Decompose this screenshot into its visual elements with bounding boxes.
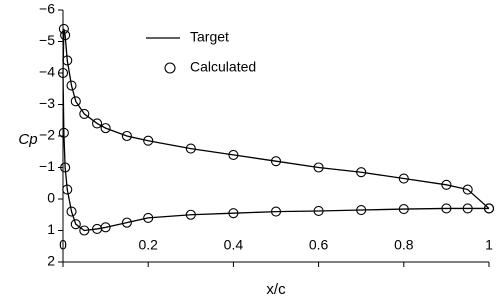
- data-point: [441, 203, 452, 214]
- data-point: [398, 173, 409, 184]
- data-point: [58, 23, 69, 34]
- data-point: [441, 179, 452, 190]
- data-point: [143, 212, 154, 223]
- x-tick-label: 0: [59, 237, 67, 253]
- y-axis-label: Cp: [18, 131, 37, 148]
- data-point: [270, 206, 282, 217]
- y-tick-label: 1: [47, 221, 55, 237]
- x-tick-label: 0.4: [224, 237, 244, 253]
- y-tick-label: 2: [47, 253, 55, 269]
- data-point: [70, 219, 81, 230]
- data-point: [398, 204, 409, 215]
- y-tick-label: −6: [39, 1, 55, 17]
- data-point: [356, 204, 367, 216]
- data-point: [60, 30, 71, 41]
- y-tick-label: −1: [39, 158, 55, 174]
- legend-swatch: [164, 62, 176, 74]
- data-point: [483, 203, 495, 214]
- legend-label: Target: [190, 29, 229, 45]
- data-point: [66, 80, 77, 91]
- data-point: [66, 206, 77, 217]
- data-point: [462, 184, 473, 195]
- data-point: [70, 96, 81, 107]
- x-tick-label: 0.8: [394, 237, 414, 253]
- x-tick-label: 0.6: [309, 237, 329, 253]
- data-point: [92, 118, 103, 129]
- data-point: [60, 162, 71, 173]
- data-point: [313, 205, 324, 217]
- data-point: [356, 167, 367, 178]
- data-point: [79, 225, 90, 236]
- x-tick-label: 1: [485, 237, 493, 253]
- y-tick-label: −3: [39, 95, 55, 111]
- data-point: [121, 217, 132, 228]
- x-tick-label: 0.2: [138, 237, 158, 253]
- series-line: [62, 28, 490, 232]
- data-point: [462, 203, 473, 214]
- data-point: [228, 208, 239, 219]
- data-point: [79, 108, 90, 119]
- legend-label: Calculated: [190, 59, 256, 75]
- data-point: [62, 55, 73, 66]
- data-point: [100, 123, 111, 134]
- data-point: [57, 67, 69, 79]
- y-tick-label: −2: [39, 127, 55, 143]
- data-point: [185, 143, 196, 154]
- data-point: [100, 222, 111, 233]
- x-axis-label: x/c: [266, 281, 286, 298]
- data-point: [185, 209, 196, 220]
- y-tick-label: 0: [47, 190, 55, 206]
- data-point: [121, 130, 132, 142]
- y-tick-label: −4: [39, 64, 55, 80]
- data-point: [270, 156, 282, 167]
- data-point: [313, 162, 324, 173]
- y-tick-label: −5: [39, 32, 55, 48]
- data-point: [62, 184, 73, 195]
- data-point: [58, 127, 69, 138]
- data-point: [228, 149, 239, 160]
- data-point: [143, 135, 154, 146]
